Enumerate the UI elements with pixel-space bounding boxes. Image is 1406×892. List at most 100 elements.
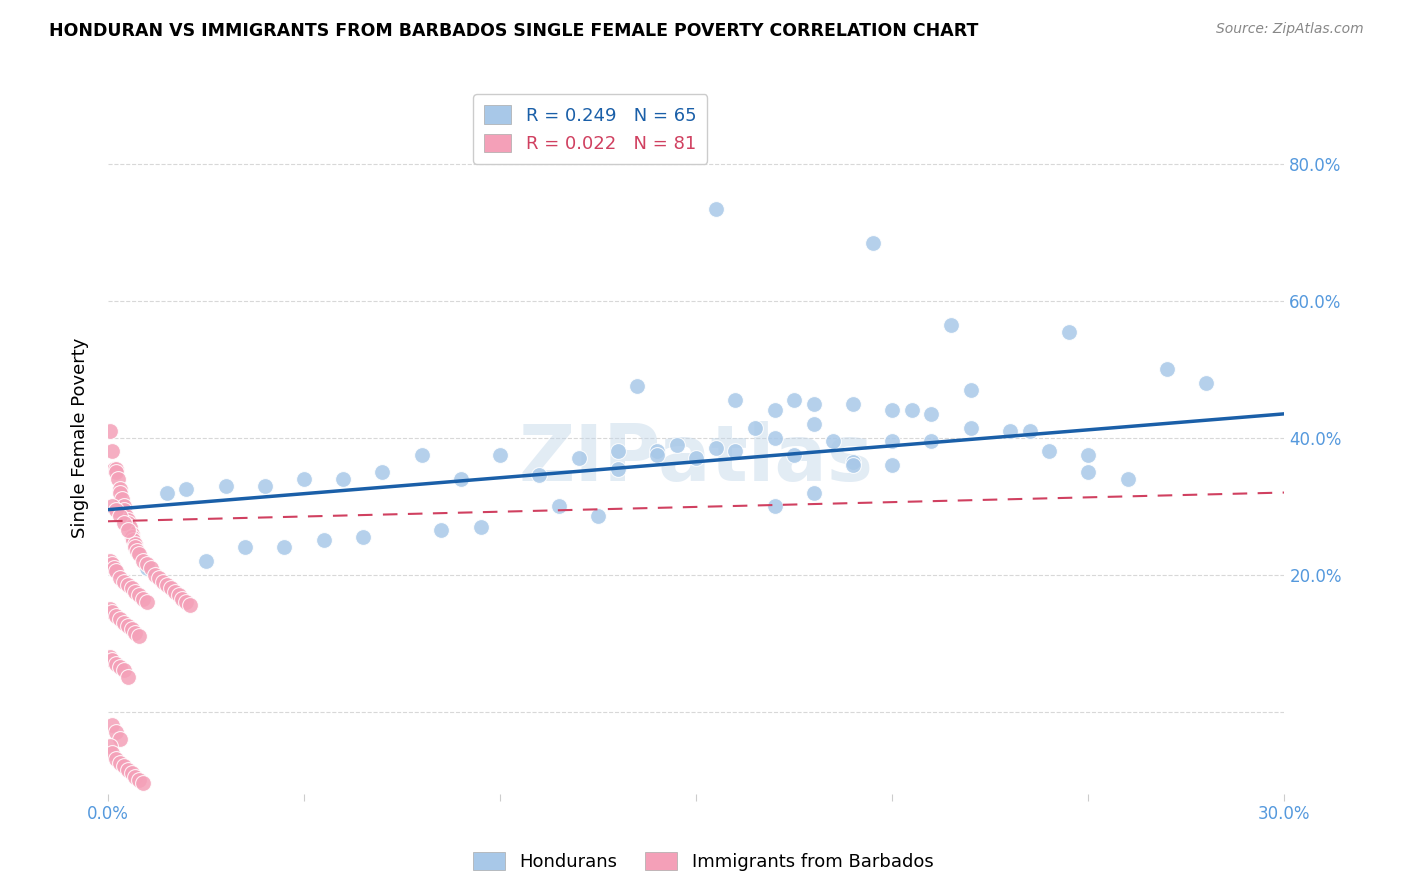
Point <box>430 523 453 537</box>
Text: ZIPatlas: ZIPatlas <box>519 421 873 497</box>
Point <box>152 574 174 589</box>
Point <box>112 664 135 678</box>
Point <box>108 660 131 674</box>
Point <box>371 465 394 479</box>
Point <box>128 547 150 561</box>
Point <box>104 465 127 479</box>
Point <box>233 541 256 555</box>
Point <box>104 752 127 766</box>
Point <box>411 448 433 462</box>
Point <box>117 523 139 537</box>
Point <box>176 482 198 496</box>
Point <box>724 393 747 408</box>
Point <box>163 584 186 599</box>
Point <box>763 431 786 445</box>
Point <box>214 479 236 493</box>
Point <box>112 500 135 514</box>
Point <box>112 615 135 630</box>
Point <box>586 509 609 524</box>
Point <box>124 537 146 551</box>
Point <box>117 516 139 531</box>
Point <box>626 379 648 393</box>
Point <box>101 653 124 667</box>
Point <box>292 472 315 486</box>
Point <box>101 500 124 514</box>
Point <box>104 564 127 578</box>
Point <box>901 403 924 417</box>
Point <box>939 318 962 332</box>
Point <box>1077 448 1099 462</box>
Point <box>104 502 127 516</box>
Point <box>529 468 551 483</box>
Point <box>1195 376 1218 390</box>
Point <box>172 591 194 606</box>
Point <box>132 554 155 568</box>
Point <box>108 571 131 585</box>
Point <box>128 772 150 787</box>
Point <box>121 766 143 780</box>
Point <box>783 448 806 462</box>
Point <box>98 739 121 753</box>
Point <box>332 472 354 486</box>
Point <box>101 444 124 458</box>
Point <box>132 776 155 790</box>
Point <box>104 725 127 739</box>
Point <box>450 472 472 486</box>
Point <box>108 485 131 500</box>
Point <box>98 602 121 616</box>
Point <box>121 623 143 637</box>
Point <box>128 588 150 602</box>
Point <box>98 649 121 664</box>
Legend: Hondurans, Immigrants from Barbados: Hondurans, Immigrants from Barbados <box>465 845 941 879</box>
Point <box>132 591 155 606</box>
Point <box>803 396 825 410</box>
Point <box>136 558 159 572</box>
Point <box>842 396 865 410</box>
Point <box>111 492 134 507</box>
Point <box>139 561 162 575</box>
Text: HONDURAN VS IMMIGRANTS FROM BARBADOS SINGLE FEMALE POVERTY CORRELATION CHART: HONDURAN VS IMMIGRANTS FROM BARBADOS SIN… <box>49 22 979 40</box>
Point <box>862 235 884 250</box>
Point <box>606 444 628 458</box>
Point <box>107 472 129 486</box>
Point <box>665 437 688 451</box>
Point <box>108 612 131 626</box>
Point <box>959 383 981 397</box>
Point <box>763 500 786 514</box>
Point <box>176 595 198 609</box>
Point <box>470 520 492 534</box>
Point <box>645 444 668 458</box>
Point <box>1077 465 1099 479</box>
Point <box>101 746 124 760</box>
Point <box>195 554 218 568</box>
Point <box>103 561 125 575</box>
Point <box>124 584 146 599</box>
Point <box>112 574 135 589</box>
Point <box>104 657 127 671</box>
Point <box>882 403 904 417</box>
Point <box>704 441 727 455</box>
Point <box>167 588 190 602</box>
Point <box>645 448 668 462</box>
Point <box>117 578 139 592</box>
Point <box>117 513 139 527</box>
Point <box>136 595 159 609</box>
Point <box>1057 325 1080 339</box>
Point <box>882 458 904 472</box>
Point <box>548 500 571 514</box>
Point <box>1116 472 1139 486</box>
Point <box>156 485 179 500</box>
Point <box>98 424 121 438</box>
Point <box>112 516 135 531</box>
Point <box>101 718 124 732</box>
Point <box>803 417 825 431</box>
Point <box>823 434 845 449</box>
Point <box>159 582 181 596</box>
Point <box>959 420 981 434</box>
Point <box>143 567 166 582</box>
Point <box>803 485 825 500</box>
Point <box>124 770 146 784</box>
Point <box>117 763 139 777</box>
Point <box>124 625 146 640</box>
Point <box>103 461 125 475</box>
